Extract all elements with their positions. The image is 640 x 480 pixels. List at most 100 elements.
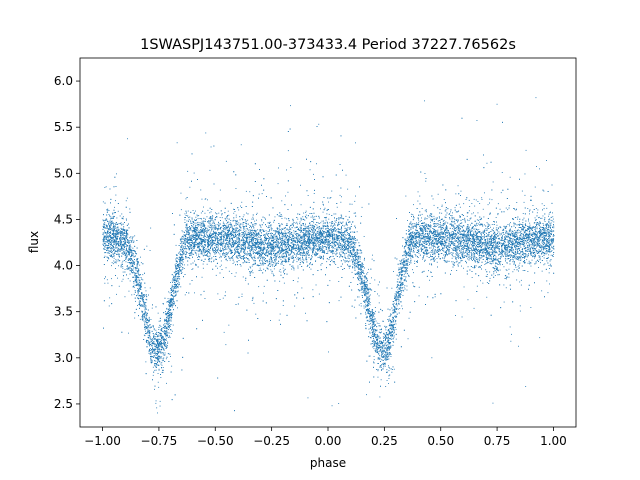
data-point [176,280,178,282]
data-point [304,244,306,245]
data-point [340,249,342,251]
data-point [117,226,119,228]
data-point [544,237,546,239]
data-point [305,247,307,249]
data-point [107,282,109,284]
data-point [148,316,150,318]
data-point [207,248,209,250]
data-point [168,309,170,311]
data-point [206,230,207,232]
data-point [151,307,153,309]
data-point [354,263,355,264]
data-point [386,358,388,360]
data-point [398,294,399,296]
data-point [195,228,197,230]
data-point [262,244,264,246]
data-point [395,298,397,300]
data-point [205,239,207,241]
data-point [444,229,446,230]
data-point [410,227,412,229]
data-point [289,229,291,231]
data-point [299,223,301,225]
data-point [418,252,420,254]
data-point [160,341,161,343]
data-point [222,234,224,236]
data-point [530,244,532,245]
data-point [378,348,380,349]
data-point [232,244,233,245]
data-point [413,251,415,253]
data-point [425,229,427,231]
data-point [546,160,547,161]
data-point [304,219,306,221]
data-point [227,243,229,245]
data-point [183,243,185,244]
data-point [134,284,136,286]
data-point [353,246,355,248]
data-point [111,240,113,242]
data-point [183,268,185,269]
data-point [424,227,426,228]
data-point [468,210,470,212]
data-point [226,252,228,254]
data-point [220,250,222,252]
data-point [469,257,471,259]
data-point [525,254,527,256]
data-point [438,254,439,256]
data-point [297,250,299,252]
data-point [426,250,427,252]
data-point [248,242,250,244]
data-point [432,248,434,250]
data-point [353,306,355,308]
data-point [260,238,262,240]
data-point [488,246,490,248]
data-point [182,257,184,259]
data-point [252,224,254,226]
data-point [349,254,350,256]
data-point [174,282,175,283]
data-point [463,243,465,245]
data-point [443,254,445,256]
data-point [279,233,281,234]
data-point [139,294,140,296]
data-point [137,261,139,263]
data-point [480,250,482,251]
data-point [378,363,379,364]
data-point [548,215,549,217]
data-point [277,263,279,264]
data-point [436,247,438,248]
data-point [516,234,518,236]
data-point [104,219,106,221]
data-point [306,245,308,247]
data-point [303,249,305,250]
data-point [296,248,297,249]
data-point [165,313,166,315]
data-point [177,268,178,269]
data-point [156,354,158,356]
data-point [482,208,484,210]
data-point [131,269,133,270]
data-point [412,237,413,238]
data-point [332,226,333,228]
data-point [267,255,269,257]
data-point [505,233,507,234]
data-point [185,245,186,247]
data-point [522,253,523,255]
data-point [363,307,365,309]
data-point [434,225,436,227]
data-point [152,350,154,352]
data-point [493,227,494,229]
data-point [289,239,291,240]
data-point [218,232,220,234]
data-point [329,231,331,233]
data-point [392,369,393,370]
data-point [223,225,224,227]
data-point [236,247,238,248]
data-point [385,329,387,331]
data-point [423,229,425,231]
data-point [165,340,167,341]
data-point [406,252,408,254]
data-point [353,263,355,265]
data-point [330,224,332,226]
